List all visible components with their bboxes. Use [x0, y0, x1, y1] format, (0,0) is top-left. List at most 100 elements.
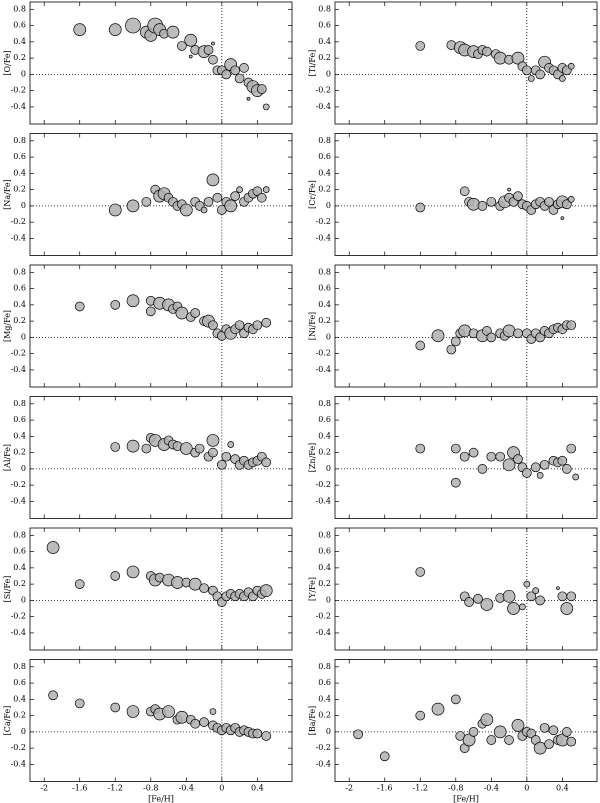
data-point — [523, 580, 531, 588]
data-point — [184, 33, 198, 47]
data-point — [162, 705, 175, 718]
data-point — [450, 336, 461, 347]
data-point — [548, 725, 559, 736]
data-point — [493, 725, 507, 739]
data-point — [415, 443, 426, 454]
data-point — [234, 73, 245, 84]
data-point — [74, 301, 85, 312]
plot-frame — [29, 133, 293, 256]
data-point — [108, 23, 122, 37]
y-tick-label: -0.4 — [316, 365, 331, 374]
x-axis-label: [Fe/H] — [148, 795, 174, 803]
x-tick-label: -0.4 — [484, 784, 499, 793]
plot-frame — [29, 659, 293, 782]
x-tick-label: 0 — [524, 784, 529, 793]
data-point — [557, 455, 568, 466]
data-point — [126, 705, 140, 718]
y-tick-label: -0.2 — [316, 349, 331, 358]
y-tick-label: 0.4 — [318, 300, 331, 309]
y-tick-label: -0.2 — [11, 86, 26, 95]
data-point — [519, 603, 526, 611]
data-point — [259, 584, 273, 597]
data-point — [379, 751, 390, 762]
y-tick-label: 0.2 — [13, 448, 26, 457]
data-point — [236, 186, 243, 193]
y-tick-label: 0.6 — [318, 284, 331, 293]
data-point — [177, 41, 187, 51]
y-tick-label: -0.2 — [11, 217, 26, 226]
y-tick-label: 0.6 — [13, 284, 26, 293]
data-point — [539, 722, 550, 733]
data-point — [539, 459, 550, 470]
y-tick-label: -0.2 — [316, 612, 331, 621]
data-point — [125, 17, 141, 34]
data-point — [175, 710, 189, 724]
data-point — [480, 598, 494, 611]
data-point — [477, 464, 488, 474]
x-tick-label: 0.4 — [556, 784, 569, 793]
data-point — [535, 595, 546, 606]
data-point — [486, 196, 497, 207]
y-tick-label: 0.2 — [318, 448, 331, 457]
data-point — [73, 23, 87, 37]
y-tick-label: 0.8 — [13, 267, 26, 276]
plot-frame — [29, 1, 293, 125]
x-tick-label: -1.6 — [377, 784, 392, 793]
data-point — [208, 320, 218, 331]
data-point — [145, 306, 156, 317]
data-point — [561, 199, 572, 210]
data-point — [216, 459, 227, 470]
data-point — [477, 201, 488, 211]
plot-frame — [334, 133, 598, 256]
y-tick-label: 0 — [326, 595, 331, 604]
data-point — [486, 735, 497, 745]
data-point — [566, 320, 577, 331]
y-axis-label: [Zn/Fe] — [308, 443, 317, 473]
y-tick-label: -0.4 — [11, 102, 26, 111]
data-point — [467, 197, 480, 211]
data-point — [261, 317, 272, 328]
y-tick-label: 0.4 — [318, 168, 331, 177]
y-tick-label: -0.2 — [316, 480, 331, 489]
plot-frame — [29, 527, 293, 651]
x-tick-label: -0.8 — [143, 784, 158, 793]
data-point — [415, 340, 426, 351]
data-point — [74, 579, 85, 589]
data-point — [415, 41, 426, 51]
data-point — [110, 702, 121, 713]
plot-frame — [29, 264, 293, 388]
y-tick-label: 0 — [326, 727, 331, 736]
y-tick-label: -0.2 — [11, 480, 26, 489]
y-tick-label: 0 — [21, 332, 26, 341]
data-point — [536, 472, 544, 479]
y-tick-label: 0.6 — [318, 415, 331, 424]
data-point — [567, 62, 575, 70]
data-point — [431, 702, 445, 716]
y-tick-label: -0.4 — [316, 759, 331, 768]
data-point — [126, 565, 140, 579]
data-point — [256, 192, 267, 203]
y-tick-label: -0.2 — [11, 612, 26, 621]
data-point — [221, 451, 232, 462]
y-tick-label: -0.2 — [316, 86, 331, 95]
data-point — [468, 447, 479, 458]
data-point — [175, 306, 189, 320]
y-axis-label: [Si/Fe] — [3, 576, 12, 603]
data-point — [252, 320, 263, 331]
data-point — [464, 597, 474, 607]
data-point — [511, 719, 525, 732]
data-point — [511, 51, 525, 65]
plot-frame — [29, 396, 293, 519]
data-point — [209, 708, 217, 715]
y-tick-label: 0.6 — [318, 152, 331, 161]
data-point — [141, 443, 152, 454]
data-point — [415, 202, 426, 213]
data-point — [208, 54, 218, 65]
data-point — [415, 710, 426, 721]
data-point — [206, 173, 220, 187]
data-point — [459, 186, 470, 197]
y-tick-label: 0.8 — [318, 267, 331, 276]
y-tick-label: 0.6 — [13, 678, 26, 687]
